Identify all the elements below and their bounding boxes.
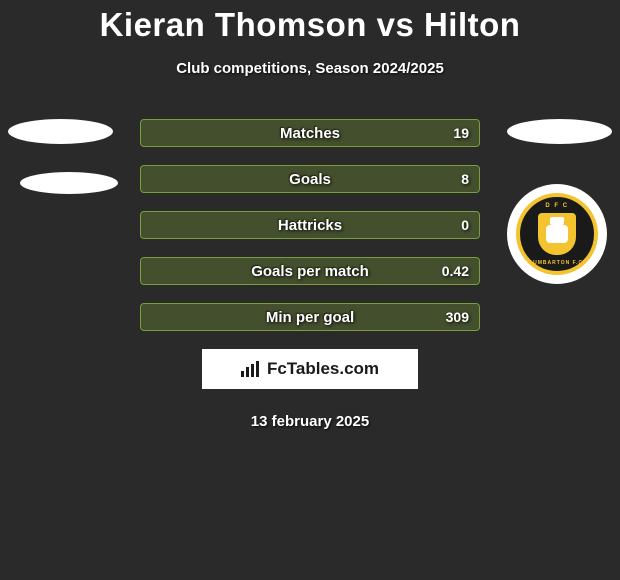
dumbarton-badge-top-text: D F C (545, 203, 568, 209)
right-player-badges: D F C DUMBARTON F.C. (507, 119, 612, 284)
page-subtitle: Club competitions, Season 2024/2025 (0, 60, 620, 77)
left-badge-oval-1 (8, 119, 113, 144)
stat-label: Hattricks (278, 217, 342, 234)
stat-row: Goals per match 0.42 (140, 257, 480, 285)
stat-label: Min per goal (266, 309, 354, 326)
stat-value-right: 8 (461, 171, 469, 187)
dumbarton-badge-inner: D F C DUMBARTON F.C. (516, 193, 598, 275)
dumbarton-elephant-icon (546, 225, 568, 243)
root: Kieran Thomson vs Hilton Club competitio… (0, 0, 620, 430)
stat-label: Goals (289, 171, 331, 188)
stat-bars-container: Matches 19 Goals 8 Hattricks 0 Goals per match… (140, 119, 480, 331)
watermark-box: FcTables.com (202, 349, 418, 389)
watermark-text: FcTables.com (267, 359, 379, 379)
stat-value-right: 309 (446, 309, 469, 325)
dumbarton-badge-bottom-text: DUMBARTON F.C. (529, 260, 586, 266)
stat-label: Matches (280, 125, 340, 142)
page-title: Kieran Thomson vs Hilton (0, 6, 620, 44)
stat-row: Min per goal 309 (140, 303, 480, 331)
left-badge-oval-2 (20, 172, 118, 194)
stat-row: Matches 19 (140, 119, 480, 147)
stat-value-right: 0 (461, 217, 469, 233)
content-area: D F C DUMBARTON F.C. Matches 19 Goals 8 Hatt… (0, 119, 620, 430)
stat-row: Hattricks 0 (140, 211, 480, 239)
footer-date: 13 february 2025 (0, 413, 620, 430)
dumbarton-shield-icon (538, 213, 576, 255)
right-badge-oval (507, 119, 612, 144)
stat-value-right: 19 (453, 125, 469, 141)
left-player-badges (8, 119, 118, 222)
stat-row: Goals 8 (140, 165, 480, 193)
watermark-chart-icon (241, 361, 261, 377)
stat-value-right: 0.42 (442, 263, 469, 279)
dumbarton-club-badge: D F C DUMBARTON F.C. (507, 184, 607, 284)
stat-label: Goals per match (251, 263, 369, 280)
